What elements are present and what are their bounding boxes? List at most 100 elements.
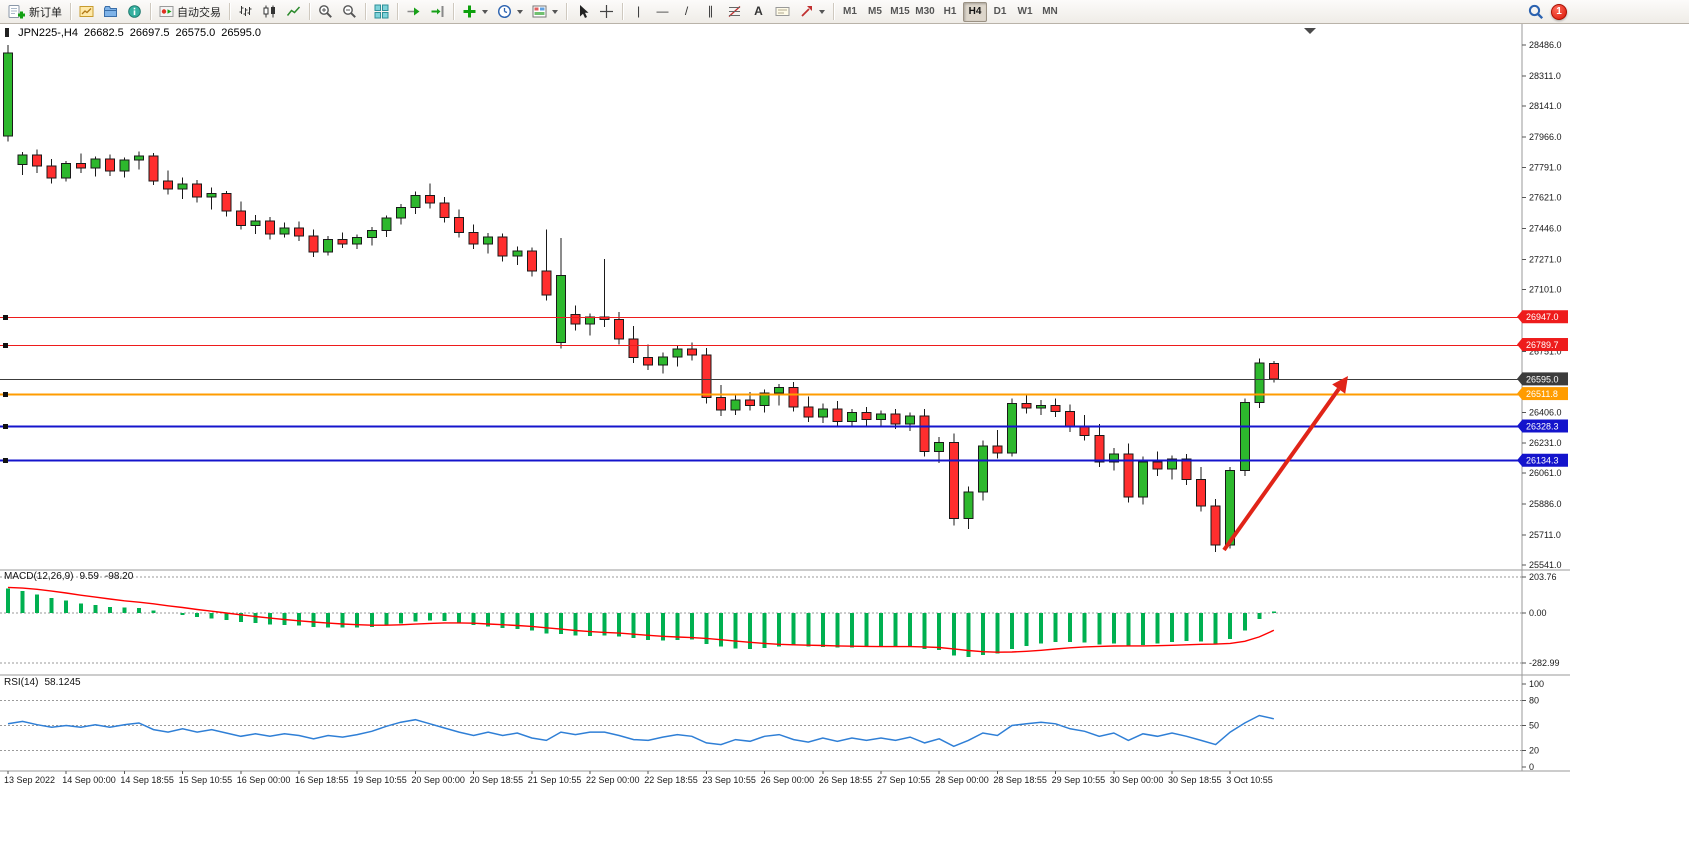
- timeframe-label: MN: [1042, 6, 1058, 17]
- time-label: 15 Sep 10:55: [179, 775, 233, 785]
- candle-down: [526, 250, 537, 272]
- candle-down: [803, 406, 814, 418]
- timeframe-label: W1: [1017, 6, 1033, 17]
- fibonacci-tool-button[interactable]: [723, 1, 746, 22]
- candle-down: [715, 396, 726, 411]
- vertical-line-tool-button[interactable]: |: [627, 1, 650, 22]
- line-chart-button[interactable]: [282, 1, 305, 22]
- channel-tool-button[interactable]: ∥: [699, 1, 722, 22]
- price-axis[interactable]: 28486.0 28311.0 28141.0 27966.0 27791.0 27621…: [1522, 40, 1562, 570]
- rsi-axis-label: 100: [1529, 679, 1544, 689]
- data-window-button[interactable]: [123, 1, 146, 22]
- time-label: 26 Sep 18:55: [819, 775, 873, 785]
- macd-pane: 203.76 0.00 -282.99: [0, 572, 1560, 668]
- candle-up: [1225, 470, 1236, 546]
- autotrading-button[interactable]: 自动交易: [155, 1, 225, 22]
- new-chart-button[interactable]: [75, 1, 98, 22]
- timeframe-w1-button[interactable]: W1: [1013, 2, 1037, 22]
- cursor-tool-button[interactable]: [571, 1, 594, 22]
- dropdown-caret-icon: [482, 9, 488, 14]
- ohlc-close: 26595.0: [221, 27, 262, 39]
- price-tick-label: 25541.0: [1529, 560, 1562, 570]
- price-badge-label: 26789.7: [1526, 340, 1559, 350]
- candle-up: [1006, 403, 1017, 454]
- tile-windows-button[interactable]: [370, 1, 393, 22]
- rsi-axis-label: 20: [1529, 745, 1539, 755]
- rsi-axis-label: 50: [1529, 721, 1539, 731]
- arrows-tool-button[interactable]: [795, 1, 829, 22]
- autotrading-label: 自动交易: [177, 6, 221, 19]
- price-badge-label: 26328.3: [1526, 421, 1559, 431]
- crosshair-tool-button[interactable]: [595, 1, 618, 22]
- line-handle[interactable]: [3, 392, 8, 397]
- price-tick-label: 27621.0: [1529, 193, 1562, 203]
- arrows-icon: [801, 6, 812, 17]
- zoom-out-button[interactable]: [338, 1, 361, 22]
- candle-down: [424, 194, 435, 204]
- horizontal-line-tool-button[interactable]: —: [651, 1, 674, 22]
- autotrading-icon: [159, 6, 174, 17]
- candle-up: [585, 316, 595, 325]
- line-handle[interactable]: [3, 315, 8, 320]
- text-label-tool-button[interactable]: [771, 1, 794, 22]
- timeframe-mn-button[interactable]: MN: [1038, 2, 1062, 22]
- timeframe-m1-button[interactable]: M1: [838, 2, 862, 22]
- line-handle[interactable]: [3, 343, 8, 348]
- fibonacci-icon: [728, 6, 741, 17]
- toolbar-separator: [566, 3, 567, 20]
- horizontal-lines: [0, 315, 1522, 463]
- candlestick-chart-button[interactable]: [258, 1, 281, 22]
- macd-main-value: 9.59: [79, 571, 99, 582]
- line-handle[interactable]: [3, 458, 8, 463]
- candle-down: [104, 158, 115, 172]
- profiles-button[interactable]: [99, 1, 122, 22]
- zoom-in-button[interactable]: [314, 1, 337, 22]
- timeframe-m15-button[interactable]: M15: [888, 2, 912, 22]
- indicators-button[interactable]: [458, 1, 492, 22]
- bar-chart-button[interactable]: [234, 1, 257, 22]
- candle-down: [890, 413, 901, 425]
- new-order-button[interactable]: 新订单: [4, 1, 66, 22]
- candlestick-series: [3, 45, 1279, 552]
- timeframe-d1-button[interactable]: D1: [988, 2, 1012, 22]
- candle-up: [905, 415, 916, 425]
- candle-down: [46, 165, 57, 179]
- time-axis[interactable]: 13 Sep 2022 14 Sep 00:00 14 Sep 18:55 15 Se…: [4, 771, 1273, 785]
- price-tick-label: 26406.0: [1529, 407, 1562, 417]
- chart-canvas[interactable]: 28486.0 28311.0 28141.0 27966.0 27791.0 27621…: [0, 24, 1689, 853]
- candle-up: [963, 491, 974, 519]
- candle-down: [1094, 434, 1105, 463]
- candle-up: [90, 158, 101, 169]
- time-label: 22 Sep 18:55: [644, 775, 698, 785]
- auto-scroll-button[interactable]: [402, 1, 425, 22]
- candle-down: [439, 202, 450, 218]
- line-handle[interactable]: [3, 424, 8, 429]
- timeframe-m30-button[interactable]: M30: [913, 2, 937, 22]
- timeframe-h1-button[interactable]: H1: [938, 2, 962, 22]
- timeframe-label: M5: [868, 6, 882, 17]
- chart-shift-button[interactable]: [426, 1, 449, 22]
- timeframe-label: M15: [890, 6, 910, 17]
- macd-axis-label: -282.99: [1529, 658, 1560, 668]
- timeframe-m5-button[interactable]: M5: [863, 2, 887, 22]
- price-badge-support2: 26134.3: [1517, 453, 1568, 467]
- candle-up: [279, 227, 290, 235]
- candle-up: [817, 408, 828, 418]
- price-tick-label: 27101.0: [1529, 285, 1562, 295]
- periods-button[interactable]: [493, 1, 527, 22]
- candle-down: [628, 338, 639, 359]
- candle-down: [643, 357, 654, 366]
- timeframe-h4-button[interactable]: H4: [963, 1, 987, 22]
- trendline-tool-button[interactable]: /: [675, 1, 698, 22]
- candle-down: [497, 236, 508, 257]
- text-tool-button[interactable]: A: [747, 1, 770, 22]
- candle-down: [235, 210, 246, 226]
- search-icon[interactable]: [1528, 4, 1544, 20]
- price-tick-label: 26231.0: [1529, 438, 1562, 448]
- notification-badge[interactable]: 1: [1551, 3, 1567, 20]
- horizontal-line-icon: —: [656, 4, 669, 18]
- trend-arrow[interactable]: [1222, 376, 1348, 552]
- templates-button[interactable]: [528, 1, 562, 22]
- candle-up: [1239, 402, 1250, 472]
- auto-scroll-icon: [407, 7, 420, 16]
